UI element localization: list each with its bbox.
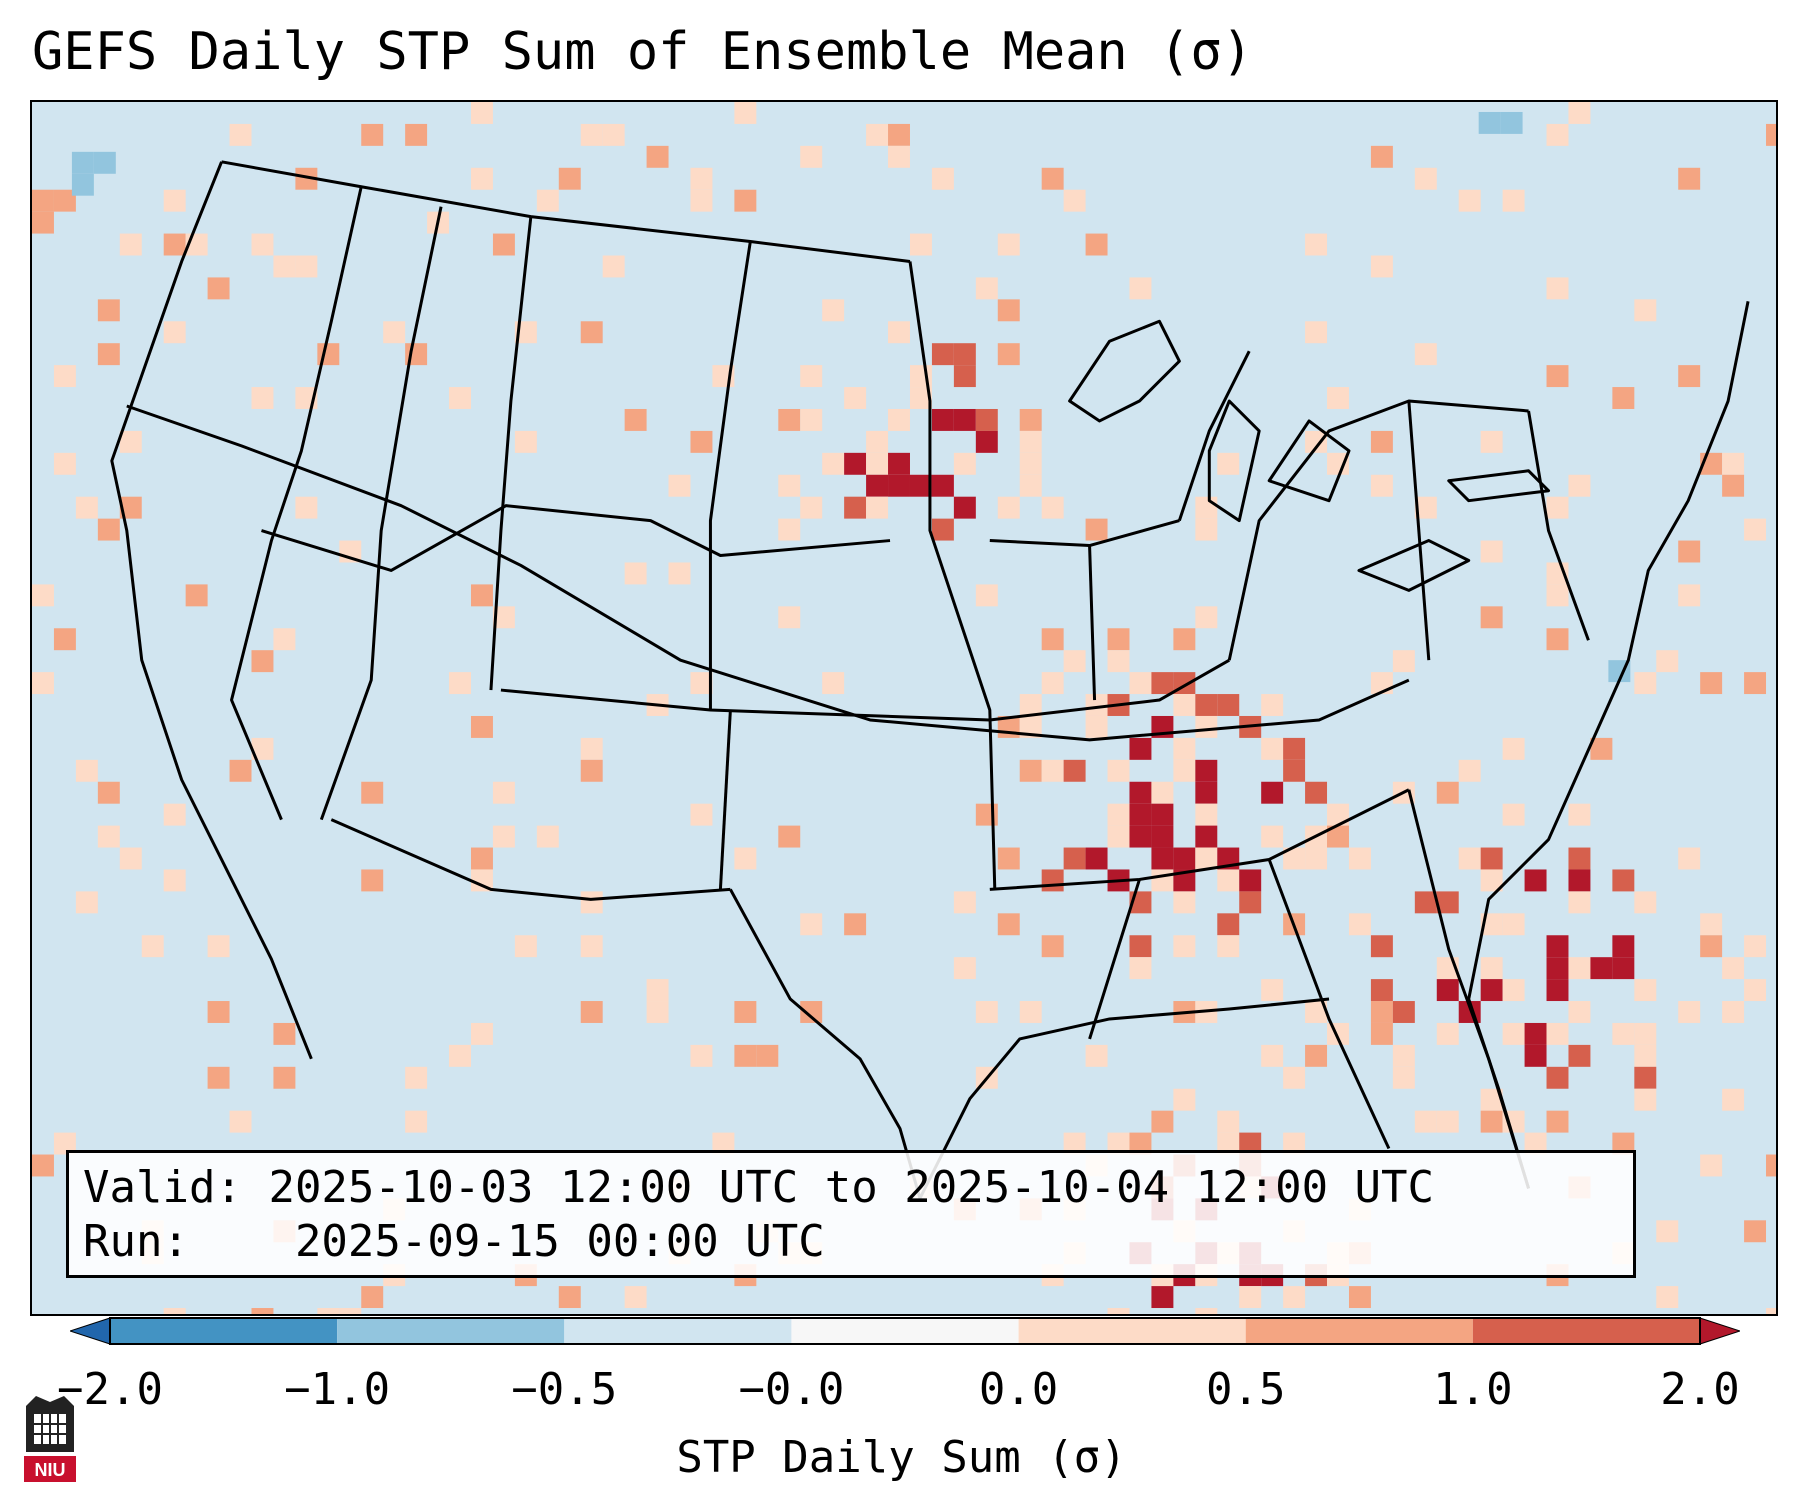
colorbar-segment: [1018, 1318, 1246, 1344]
colorbar-extend-high: [1699, 1317, 1740, 1345]
colorbar-tick-label: 2.0: [1660, 1364, 1740, 1415]
colorbar-label: STP Daily Sum (σ): [676, 1432, 1127, 1483]
valid-label: Valid:: [83, 1162, 242, 1213]
colorbar-extend-low: [70, 1317, 111, 1345]
colorbar-tick-label: −1.0: [284, 1364, 391, 1415]
colorbar: [70, 1317, 1740, 1345]
colorbar-tick-label: 0.5: [1205, 1364, 1286, 1415]
state-borders: [110, 160, 1750, 1200]
map-canvas: [32, 102, 1776, 1314]
colorbar-segment: [1245, 1318, 1473, 1344]
colorbar-outline: [109, 1317, 1701, 1345]
map-title: GEFS Daily STP Sum of Ensemble Mean (σ): [32, 22, 1253, 82]
colorbar-segment: [791, 1318, 1019, 1344]
colorbar-tick-label: −0.5: [511, 1364, 618, 1415]
logo-text: NIU: [35, 1460, 66, 1480]
colorbar-segment: [1472, 1318, 1700, 1344]
map-frame: [30, 100, 1778, 1316]
niu-logo-icon: NIU: [24, 1396, 76, 1482]
colorbar-tick-label: −0.0: [738, 1364, 845, 1415]
run-value: 2025-09-15 00:00 UTC: [294, 1216, 825, 1267]
valid-value: 2025-10-03 12:00 UTC to 2025-10-04 12:00…: [268, 1162, 1435, 1213]
colorbar-segment: [337, 1318, 565, 1344]
colorbar-tick-label: 0.0: [978, 1364, 1059, 1415]
info-box: Valid: 2025-10-03 12:00 UTC to 2025-10-0…: [66, 1150, 1636, 1278]
anomaly-cells: [32, 102, 1776, 1314]
colorbar-tick-label: −2.0: [57, 1364, 163, 1415]
colorbar-segment: [110, 1318, 338, 1344]
colorbar-tick-label: 1.0: [1433, 1364, 1513, 1415]
run-label: Run:: [83, 1216, 189, 1267]
colorbar-segment: [564, 1318, 792, 1344]
